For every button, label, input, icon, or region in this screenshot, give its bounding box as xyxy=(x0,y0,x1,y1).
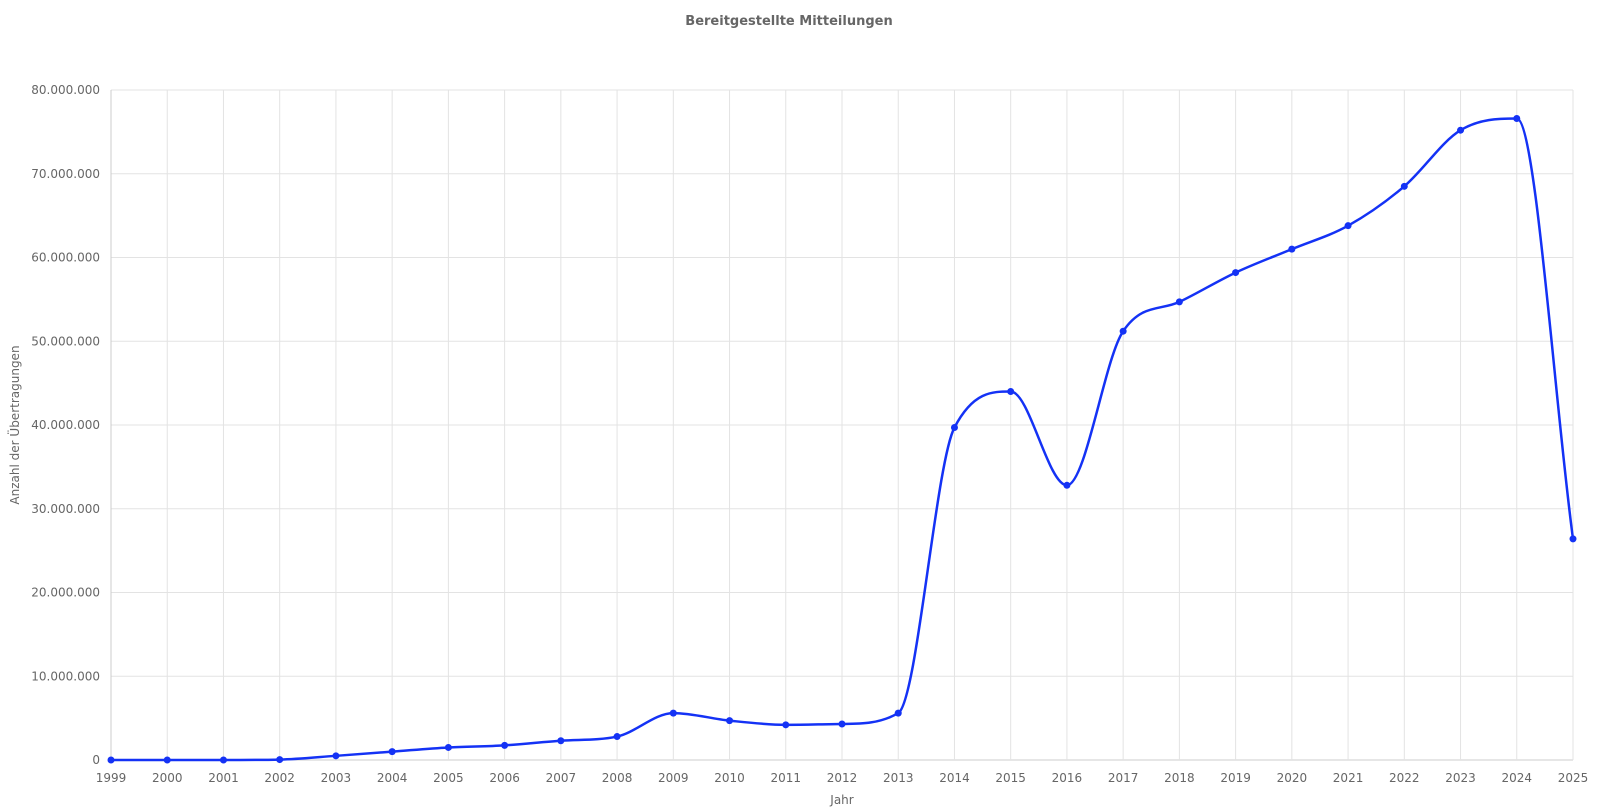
x-tick-label: 2021 xyxy=(1333,771,1364,785)
chart-title: Bereitgestellte Mitteilungen xyxy=(685,14,892,29)
x-tick-label: 2010 xyxy=(714,771,745,785)
x-tick-label: 2017 xyxy=(1108,771,1139,785)
data-point[interactable] xyxy=(1344,222,1352,230)
data-point[interactable] xyxy=(1288,245,1296,253)
x-tick-label: 2023 xyxy=(1445,771,1476,785)
data-point[interactable] xyxy=(726,717,734,725)
x-tick-label: 2005 xyxy=(433,771,464,785)
data-point[interactable] xyxy=(669,709,677,717)
x-tick-label: 2025 xyxy=(1558,771,1589,785)
y-axis-title: Anzahl der Übertragungen xyxy=(6,345,22,504)
x-axis-ticks: 1999 2000 2001 2002 2003 2004 2005 2006 2007 2008… xyxy=(96,771,1589,785)
data-point[interactable] xyxy=(1175,298,1183,306)
x-tick-label: 2002 xyxy=(264,771,295,785)
x-tick-label: 2001 xyxy=(208,771,239,785)
x-tick-label: 2006 xyxy=(489,771,520,785)
data-point[interactable] xyxy=(1513,114,1521,122)
x-tick-label: 2018 xyxy=(1164,771,1195,785)
data-point[interactable] xyxy=(894,709,902,717)
data-point[interactable] xyxy=(332,752,340,760)
y-tick-label: 60.000.000 xyxy=(31,251,100,265)
x-axis-title: Jahr xyxy=(829,793,853,807)
x-tick-label: 2008 xyxy=(602,771,633,785)
y-axis-ticks: 0 10.000.000 20.000.000 30.000.000 40.000.00… xyxy=(31,83,100,767)
x-tick-label: 2011 xyxy=(770,771,801,785)
y-tick-label: 80.000.000 xyxy=(31,83,100,97)
x-tick-label: 2016 xyxy=(1052,771,1083,785)
data-point[interactable] xyxy=(501,741,509,749)
series xyxy=(107,114,1577,764)
x-tick-label: 2004 xyxy=(377,771,408,785)
data-point[interactable] xyxy=(276,756,284,764)
data-point[interactable] xyxy=(219,756,227,764)
data-point[interactable] xyxy=(950,424,958,432)
x-tick-label: 2009 xyxy=(658,771,689,785)
x-tick-label: 2014 xyxy=(939,771,970,785)
y-tick-label: 30.000.000 xyxy=(31,502,100,516)
y-tick-label: 20.000.000 xyxy=(31,586,100,600)
data-point[interactable] xyxy=(782,721,790,729)
data-point[interactable] xyxy=(838,720,846,728)
data-point[interactable] xyxy=(1119,327,1127,335)
data-point[interactable] xyxy=(1232,269,1240,277)
y-tick-label: 10.000.000 xyxy=(31,669,100,683)
x-tick-label: 2015 xyxy=(995,771,1026,785)
x-tick-label: 2000 xyxy=(152,771,183,785)
y-tick-label: 0 xyxy=(92,753,100,767)
x-tick-label: 2020 xyxy=(1277,771,1308,785)
x-tick-label: 2019 xyxy=(1220,771,1251,785)
data-point[interactable] xyxy=(557,737,565,745)
data-point[interactable] xyxy=(1569,535,1577,543)
x-tick-label: 2013 xyxy=(883,771,914,785)
x-tick-label: 2012 xyxy=(827,771,858,785)
data-point[interactable] xyxy=(163,756,171,764)
x-tick-label: 2024 xyxy=(1501,771,1532,785)
data-point[interactable] xyxy=(388,748,396,756)
x-tick-label: 2007 xyxy=(546,771,577,785)
y-tick-label: 70.000.000 xyxy=(31,167,100,181)
data-point[interactable] xyxy=(1063,481,1071,489)
grid xyxy=(110,89,1574,761)
data-point[interactable] xyxy=(1457,126,1465,134)
data-point[interactable] xyxy=(613,733,621,741)
y-tick-label: 50.000.000 xyxy=(31,334,100,348)
data-point[interactable] xyxy=(444,743,452,751)
x-tick-label: 1999 xyxy=(96,771,127,785)
data-point[interactable] xyxy=(1007,388,1015,395)
data-point[interactable] xyxy=(107,756,115,764)
data-point[interactable] xyxy=(1400,182,1408,190)
x-tick-label: 2022 xyxy=(1389,771,1420,785)
y-tick-label: 40.000.000 xyxy=(31,418,100,432)
x-tick-label: 2003 xyxy=(321,771,352,785)
